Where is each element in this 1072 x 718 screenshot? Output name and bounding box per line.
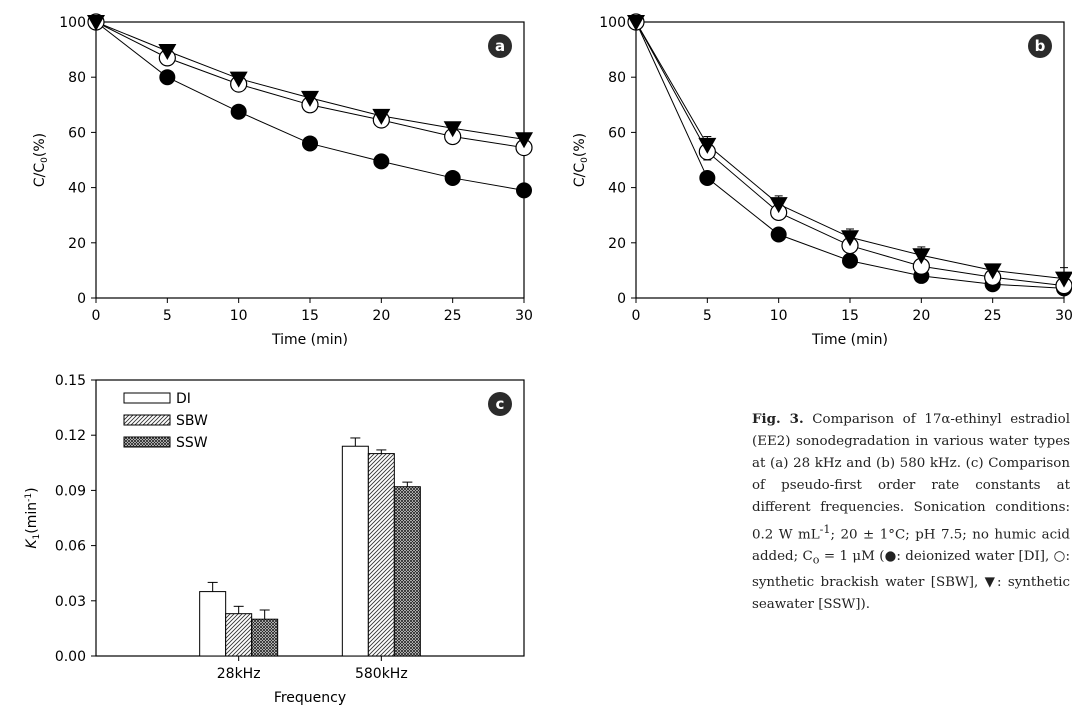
panel-c-x-tick-label: 580kHz [355, 666, 408, 682]
panel-b-point-filled-triangle [698, 137, 717, 154]
panel-b-y-axis-label: C/C0(%) [572, 133, 590, 187]
figure-caption: Fig. 3. Comparison of 17α-ethinyl estrad… [752, 408, 1070, 616]
panel-a-y-tick-label: 40 [68, 181, 86, 197]
panel-b-y-tick-label: 0 [617, 291, 626, 307]
panel-b-y-tick-label: 20 [608, 236, 626, 252]
panel-a-badge-letter: a [495, 37, 505, 55]
panel-c-x-tick-label: 28kHz [217, 666, 261, 682]
panel-b-badge-letter: b [1035, 37, 1046, 55]
panel-c-badge-letter: c [496, 395, 505, 413]
panel-c-plot-frame [95, 379, 525, 657]
panel-b-point-filled-triangle [912, 248, 931, 265]
panel-a-x-tick-label: 30 [515, 308, 533, 324]
panel-b-point-filled-circle [699, 169, 716, 186]
panel-a-point-filled-triangle [158, 43, 177, 60]
caption-text-3: = 1 μM (●: deionized water [DI], ○: synt… [752, 549, 1070, 613]
panel-b-chart: 0 5 10 15 20 25 30 0 20 40 60 80 100 Time (min) C/C0(%… [572, 13, 1072, 348]
panel-b-point-filled-triangle [983, 263, 1002, 280]
panel-c-legend-label: SSW [176, 435, 208, 451]
panel-c-bar [367, 453, 395, 657]
panel-b-x-tick-label: 15 [841, 308, 859, 324]
panel-a-x-tick-label: 15 [301, 308, 319, 324]
panel-b-y-tick-label: 60 [608, 125, 626, 141]
panel-a-y-tick-label: 100 [59, 15, 86, 31]
panel-a-y-tick-label: 0 [77, 291, 86, 307]
panel-c-badge [488, 392, 512, 416]
panel-c-legend-label: SBW [176, 413, 208, 429]
panel-b-x-tick-label: 5 [703, 308, 712, 324]
panel-b-point-filled-triangle [627, 15, 645, 31]
panel-c-legend-swatch [123, 436, 171, 448]
panel-b-badge [1028, 34, 1052, 58]
panel-a-point-filled-triangle [372, 108, 391, 125]
panel-a-x-tick-label: 20 [372, 308, 390, 324]
panel-b-x-tick-label: 10 [770, 308, 788, 324]
panel-a-chart: 0 5 10 15 20 25 30 0 20 40 60 80 100 Time (min) C/C0(%… [32, 13, 533, 348]
panel-a-point-filled-circle [302, 135, 318, 152]
panel-a-point-filled-circle [444, 169, 461, 186]
panel-a-point-filled-triangle [515, 132, 533, 149]
panel-a-point-filled-triangle [229, 71, 248, 88]
caption-text-2: ; 20 ± 1°C; pH 7.5; no humic acid added;… [752, 527, 1070, 565]
panel-b-x-tick-label: 0 [632, 308, 641, 324]
panel-a-x-tick-label: 5 [163, 308, 172, 324]
panel-b-x-tick-label: 20 [912, 308, 930, 324]
panel-b-y-tick-label: 80 [608, 70, 626, 86]
panel-b-point-filled-circle [770, 226, 787, 243]
panel-c-y-tick-label: 0.03 [55, 594, 86, 610]
panel-b-point-filled-circle [842, 252, 858, 269]
panel-b-point-filled-triangle [1055, 271, 1072, 288]
panel-b-y-tick-label: 100 [599, 15, 626, 31]
panel-b-y-tick-label: 40 [608, 181, 626, 197]
panel-c-legend-swatch [123, 392, 171, 404]
panel-a-series-line [95, 21, 525, 149]
panel-a-point-filled-circle [373, 153, 390, 170]
caption-sub: o [812, 554, 820, 568]
panel-c-y-tick-label: 0.09 [55, 483, 86, 499]
panel-c-bar [341, 445, 369, 657]
panel-c-y-axis-label: K1(min-1) [24, 487, 42, 548]
panel-a-plot-frame [95, 21, 525, 299]
panel-a-point-filled-circle [230, 103, 247, 120]
panel-c-bar [251, 618, 279, 657]
panel-c-y-tick-label: 0.06 [55, 539, 86, 555]
panel-c-x-axis-label: Frequency [274, 690, 346, 706]
panel-a-point-filled-triangle [87, 15, 105, 31]
panel-c-y-tick-label: 0.15 [55, 373, 86, 389]
panel-a-point-filled-circle [516, 182, 532, 199]
panel-a-x-tick-label: 0 [92, 308, 101, 324]
panel-b-point-filled-triangle [841, 230, 859, 247]
panel-c-chart: 0.00 0.03 0.06 0.09 0.12 0.15 28kHz 580kHz Frequ… [24, 373, 525, 706]
panel-a-x-tick-label: 10 [230, 308, 248, 324]
panel-b-x-tick-label: 30 [1055, 308, 1072, 324]
caption-text: Comparison of 17α-ethinyl estradiol (EE2… [752, 412, 1071, 543]
panel-a-y-axis-label: C/C0(%) [32, 133, 50, 187]
panel-a-y-tick-label: 20 [68, 236, 86, 252]
panel-a-y-tick-label: 80 [68, 70, 86, 86]
panel-b-point-filled-triangle [769, 197, 788, 214]
panel-a-badge [488, 34, 512, 58]
panel-c-legend-label: DI [176, 391, 191, 407]
panel-b-x-axis-label: Time (min) [811, 332, 888, 348]
panel-c-bar [225, 613, 253, 657]
panel-c-bar [199, 591, 227, 657]
panel-a-x-axis-label: Time (min) [271, 332, 348, 348]
panel-a-point-filled-triangle [301, 90, 319, 107]
caption-sup: -1 [819, 523, 831, 536]
panel-b-x-tick-label: 25 [984, 308, 1002, 324]
panel-c-y-tick-label: 0.00 [55, 649, 86, 665]
caption-label: Fig. 3. [752, 411, 804, 427]
panel-a-point-filled-circle [159, 69, 176, 86]
panel-a-x-tick-label: 25 [444, 308, 462, 324]
panel-a-point-filled-triangle [443, 121, 462, 138]
panel-a-y-tick-label: 60 [68, 125, 86, 141]
panel-c-bar [393, 486, 421, 657]
panel-c-y-tick-label: 0.12 [55, 428, 86, 444]
panel-c-legend-swatch [123, 414, 171, 426]
